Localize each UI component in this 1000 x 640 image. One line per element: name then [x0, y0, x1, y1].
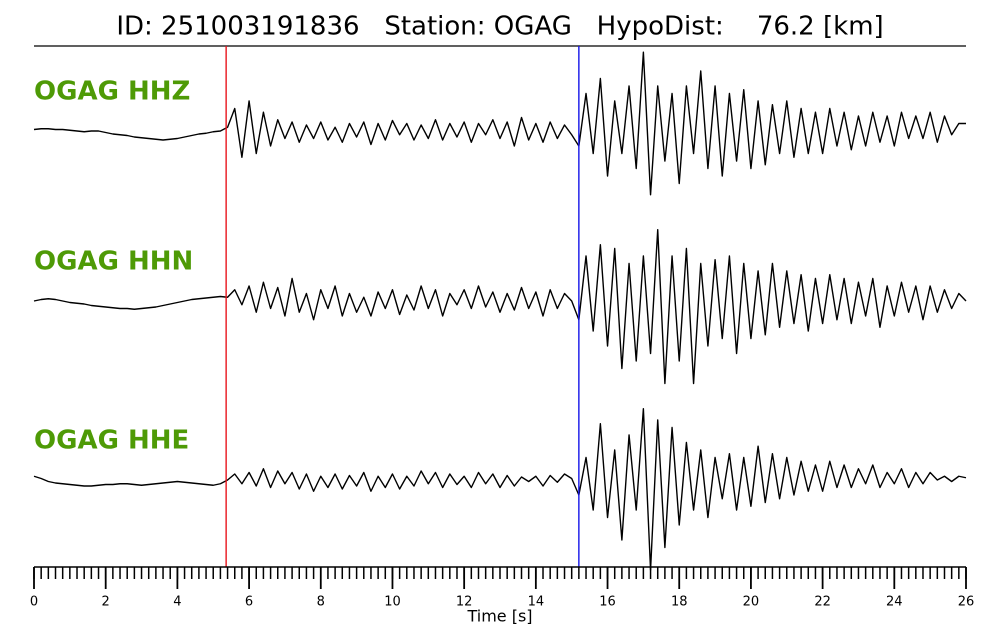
trace-label: OGAG HHN — [34, 247, 193, 277]
x-tick-label: 0 — [30, 595, 38, 610]
x-axis-label: Time [s] — [466, 607, 532, 626]
waveform — [33, 408, 967, 571]
x-tick-label: 22 — [814, 595, 831, 610]
x-tick-label: 14 — [528, 595, 545, 610]
x-tick-label: 26 — [958, 595, 975, 610]
x-tick-label: 16 — [599, 595, 616, 610]
waveform — [33, 229, 967, 385]
trace-label: OGAG HHZ — [34, 77, 190, 107]
x-tick-label: 10 — [384, 595, 401, 610]
x-tick-label: 8 — [317, 595, 325, 610]
x-tick-label: 6 — [245, 595, 253, 610]
chart-title: ID: 251003191836 Station: OGAG HypoDist:… — [116, 12, 883, 42]
x-tick-label: 20 — [743, 595, 760, 610]
x-tick-label: 4 — [173, 595, 181, 610]
x-tick-label: 12 — [456, 595, 473, 610]
trace-label: OGAG HHE — [34, 426, 189, 456]
waveform — [33, 51, 966, 196]
x-tick-label: 18 — [671, 595, 688, 610]
x-tick-label: 24 — [886, 595, 903, 610]
x-tick-label: 2 — [102, 595, 110, 610]
